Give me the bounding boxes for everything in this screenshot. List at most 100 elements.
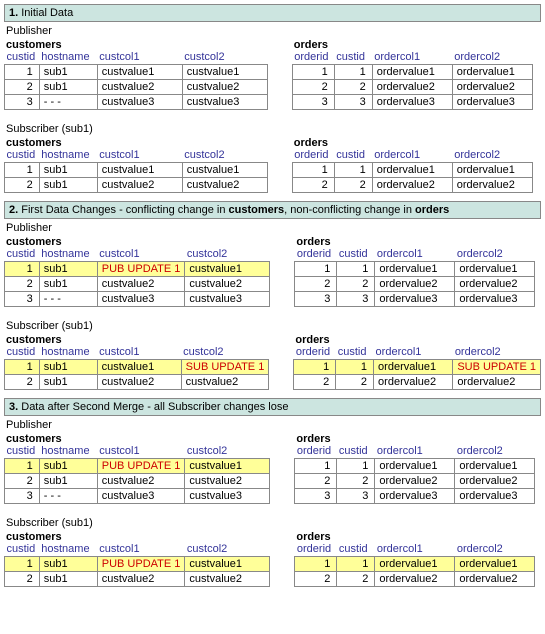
table-block: customerscustidhostnamecustcol1custcol21… — [4, 529, 270, 587]
table-row: 11ordervalue1ordervalue1 — [292, 163, 532, 178]
table-row: 33ordervalue3ordervalue3 — [295, 489, 535, 504]
cell: 2 — [5, 277, 40, 292]
cell: 1 — [337, 459, 375, 474]
cell: sub1 — [39, 375, 97, 390]
cell: PUB UPDATE 1 — [97, 557, 185, 572]
col-header: hostname — [39, 445, 97, 459]
col-header: orderid — [295, 248, 337, 262]
col-header: orderid — [295, 543, 337, 557]
cell: custvalue3 — [97, 95, 182, 110]
col-header: custid — [5, 543, 40, 557]
col-header: custid — [5, 248, 40, 262]
table-row: 22ordervalue2ordervalue2 — [295, 277, 535, 292]
col-header: ordercol2 — [452, 149, 532, 163]
cell: 2 — [292, 80, 334, 95]
data-table: orderidcustidordercol1ordercol211orderva… — [292, 51, 533, 110]
cell: SUB UPDATE 1 — [181, 360, 269, 375]
cell: custvalue1 — [97, 360, 181, 375]
col-header: ordercol2 — [455, 248, 535, 262]
col-header: ordercol1 — [375, 248, 455, 262]
col-header: hostname — [39, 346, 97, 360]
cell: 1 — [336, 360, 374, 375]
table-title: orders — [293, 334, 541, 346]
cell: 3 — [337, 292, 375, 307]
tables-row: customerscustidhostnamecustcol1custcol21… — [4, 332, 541, 390]
cell: ordervalue1 — [372, 163, 452, 178]
cell: SUB UPDATE 1 — [453, 360, 541, 375]
table-row: 1sub1PUB UPDATE 1custvalue1 — [5, 459, 270, 474]
table-block: customerscustidhostnamecustcol1custcol21… — [4, 37, 268, 110]
cell: 2 — [292, 178, 334, 193]
cell: sub1 — [39, 80, 97, 95]
col-header: ordercol1 — [374, 346, 453, 360]
table-row: 1sub1PUB UPDATE 1custvalue1 — [5, 262, 270, 277]
role-label: Subscriber (sub1) — [4, 517, 541, 529]
cell: 2 — [337, 474, 375, 489]
col-header: ordercol1 — [372, 149, 452, 163]
table-row: 1sub1custvalue1SUB UPDATE 1 — [5, 360, 269, 375]
col-header: custid — [5, 445, 40, 459]
col-header: hostname — [39, 248, 97, 262]
table-row: 2sub1custvalue2custvalue2 — [5, 375, 269, 390]
role-label: Publisher — [4, 222, 541, 234]
cell: 3 — [292, 95, 334, 110]
col-header: orderid — [292, 51, 334, 65]
table-row: 11ordervalue1ordervalue1 — [292, 65, 532, 80]
col-header: custcol1 — [97, 543, 185, 557]
cell: ordervalue2 — [455, 572, 535, 587]
table-row: 1sub1PUB UPDATE 1custvalue1 — [5, 557, 270, 572]
col-header: ordercol1 — [372, 51, 452, 65]
col-header: custid — [5, 149, 40, 163]
cell: 2 — [5, 178, 40, 193]
col-header: orderid — [295, 445, 337, 459]
cell: - - - — [39, 95, 97, 110]
cell: 3 — [295, 489, 337, 504]
col-header: custcol1 — [97, 248, 185, 262]
tables-row: customerscustidhostnamecustcol1custcol21… — [4, 234, 541, 307]
table-block: ordersorderidcustidordercol1ordercol211o… — [292, 37, 533, 110]
table-row: 3- - -custvalue3custvalue3 — [5, 489, 270, 504]
cell: custvalue2 — [185, 277, 270, 292]
cell: custvalue3 — [97, 489, 185, 504]
cell: ordervalue2 — [452, 178, 532, 193]
col-header: custcol2 — [182, 51, 267, 65]
table-title: customers — [4, 531, 270, 543]
table-block: ordersorderidcustidordercol1ordercol211o… — [294, 529, 535, 587]
data-table: orderidcustidordercol1ordercol211orderva… — [294, 445, 535, 504]
diagram-root: 1. Initial DataPublishercustomerscustidh… — [4, 4, 541, 587]
cell: ordervalue1 — [455, 557, 535, 572]
table-title: orders — [292, 137, 533, 149]
role-label: Publisher — [4, 419, 541, 431]
col-header: custcol2 — [185, 248, 270, 262]
table-row: 22ordervalue2ordervalue2 — [292, 178, 532, 193]
section-num: 1. — [9, 7, 18, 19]
cell: ordervalue2 — [374, 375, 453, 390]
cell: custvalue1 — [97, 163, 182, 178]
cell: 1 — [5, 65, 40, 80]
table-row: 22ordervalue2ordervalue2 — [292, 80, 532, 95]
cell: ordervalue1 — [452, 163, 532, 178]
cell: 2 — [295, 277, 337, 292]
cell: ordervalue1 — [375, 557, 455, 572]
cell: custvalue1 — [185, 262, 270, 277]
col-header: ordercol1 — [375, 445, 455, 459]
cell: 3 — [334, 95, 372, 110]
cell: sub1 — [39, 163, 97, 178]
cell: - - - — [39, 292, 97, 307]
cell: 2 — [295, 572, 337, 587]
col-header: ordercol2 — [455, 543, 535, 557]
cell: 2 — [5, 80, 40, 95]
cell: 2 — [337, 572, 375, 587]
table-row: 1sub1custvalue1custvalue1 — [5, 65, 268, 80]
cell: custvalue3 — [185, 292, 270, 307]
data-table: custidhostnamecustcol1custcol21sub1custv… — [4, 51, 268, 110]
cell: ordervalue1 — [375, 459, 455, 474]
cell: ordervalue2 — [455, 277, 535, 292]
col-header: hostname — [39, 149, 97, 163]
cell: 2 — [334, 178, 372, 193]
section-title: First Data Changes - conflicting change … — [21, 204, 449, 216]
cell: 3 — [5, 489, 40, 504]
spacer — [4, 504, 541, 514]
cell: ordervalue2 — [375, 277, 455, 292]
table-row: 1sub1custvalue1custvalue1 — [5, 163, 268, 178]
